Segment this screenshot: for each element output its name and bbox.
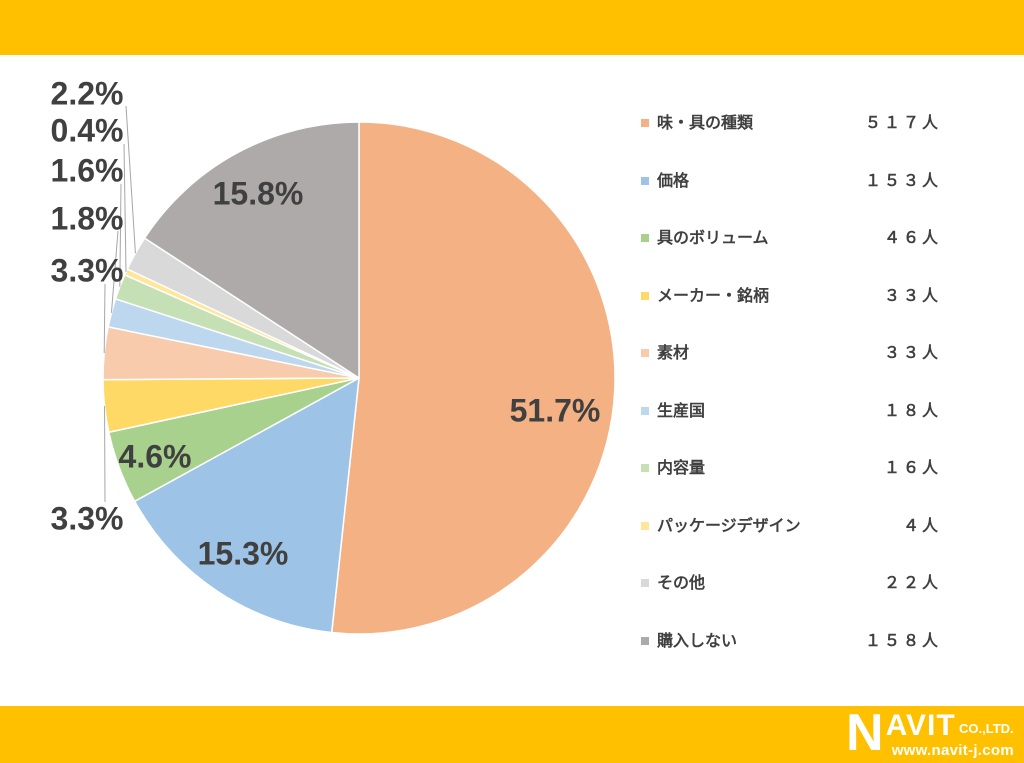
pie-slice [143, 121, 360, 379]
leader-line [123, 143, 127, 272]
data-label: 1.6% [51, 153, 124, 189]
legend-item: パッケージデザイン ４人 [641, 514, 941, 538]
legend-label: メーカー・銘柄 [657, 285, 770, 305]
bottom-band: NAVIT CO.,LTD. www.navit-j.com [0, 704, 1024, 763]
legend-marker [641, 291, 649, 300]
legend-label: 価格 [657, 170, 690, 190]
pie-slice [133, 377, 360, 634]
legend-label: 生産国 [657, 400, 706, 420]
logo-url: www.navit-j.com [891, 742, 1014, 759]
legend-label: その他 [657, 573, 706, 593]
data-label: 1.8% [51, 201, 124, 237]
legend-label: 味・具の種類 [657, 113, 754, 132]
legend-item: 内容量 １６人 [641, 456, 941, 480]
legend: 味・具の種類 ５１７人 価格 １５３人 具のボリューム ４６人 メーカー・銘柄 ３３人 素材 ３３… [641, 0, 941, 700]
legend-item: 生産国 １８人 [641, 399, 941, 423]
logo-company-suffix: CO.,LTD. [959, 721, 1014, 736]
legend-value: １６人 [883, 458, 941, 478]
legend-marker [641, 176, 649, 185]
legend-value: １８人 [883, 400, 941, 420]
legend-item: 価格 １５３人 [641, 169, 941, 193]
legend-item: 購入しない １５８人 [641, 629, 941, 653]
data-label: 3.3% [51, 253, 124, 289]
leader-line [125, 105, 136, 254]
legend-value: １５３人 [864, 170, 941, 190]
legend-marker [641, 406, 649, 415]
legend-label: 購入しない [657, 630, 738, 650]
legend-value: ２２人 [883, 573, 941, 593]
leader-line [119, 183, 122, 287]
legend-label: 具のボリューム [657, 228, 769, 248]
legend-item: 素材 ３３人 [641, 341, 941, 365]
legend-item: 具のボリューム ４６人 [641, 226, 941, 250]
legend-label: 内容量 [657, 458, 706, 478]
navit-logo: NAVIT CO.,LTD. www.navit-j.com [846, 704, 1018, 762]
data-label: 4.6% [119, 439, 192, 475]
top-band [0, 0, 1024, 55]
data-label: 15.3% [198, 536, 289, 572]
data-labels: 51.7% 15.3% 4.6% 3.3% 3.3% 1.8% 1.6% 0.4%2.2% 15… [51, 76, 601, 572]
legend-marker [641, 464, 649, 473]
legend-item: その他 ２２人 [641, 571, 941, 595]
legend-marker [641, 636, 649, 645]
legend-value: ３３人 [883, 343, 941, 363]
leader-line [103, 283, 106, 354]
legend-item: メーカー・銘柄 ３３人 [641, 284, 941, 308]
pie-slice [330, 121, 616, 635]
data-label: 0.4% [51, 113, 124, 149]
legend-marker [641, 521, 649, 530]
data-label: 51.7% [510, 393, 601, 429]
legend-value: ４６人 [883, 228, 941, 248]
leader-line [110, 230, 119, 313]
data-label: 3.3% [51, 501, 124, 537]
legend-value: ３３人 [883, 285, 941, 305]
logo-name: NAVIT [846, 704, 956, 762]
legend-marker [641, 579, 649, 588]
leader-lines [103, 105, 136, 503]
legend-marker [641, 119, 649, 127]
data-label: 2.2% [51, 76, 124, 112]
legend-marker [641, 234, 649, 243]
pie-slices [102, 121, 616, 635]
legend-marker [641, 349, 649, 358]
legend-label: パッケージデザイン [657, 515, 801, 535]
legend-value: １５８人 [864, 630, 941, 650]
legend-value: ４人 [902, 515, 941, 535]
legend-item: 味・具の種類 ５１７人 [641, 111, 941, 135]
data-label: 15.8% [213, 176, 304, 212]
legend-label: 素材 [657, 343, 690, 363]
legend-value: ５１７人 [864, 113, 941, 132]
